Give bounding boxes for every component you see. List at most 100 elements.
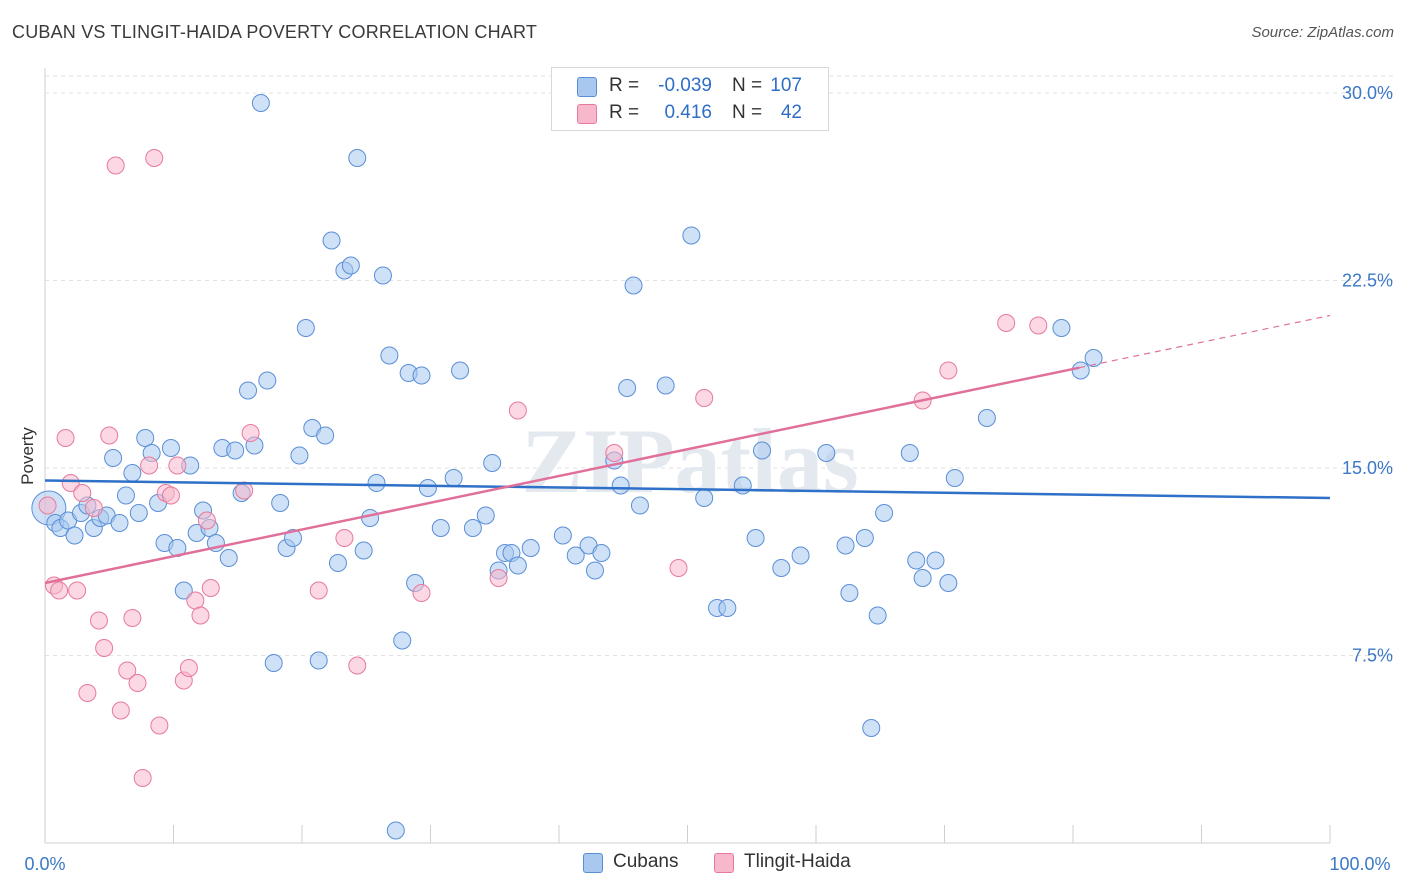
point-cubans [817,444,836,462]
tick-labels-layer: 7.5% 15.0% 22.5% 30.0% 0.0% 100.0% Poverty [18,83,1393,874]
point-tlingit-haida [201,579,220,597]
point-tlingit-haida [241,424,260,442]
point-tlingit-haida [309,581,328,600]
point-cubans [239,381,258,400]
point-cubans [926,551,945,570]
trendline-cubans [44,479,1331,500]
point-tlingit-haida [695,389,714,407]
point-cubans [393,631,412,650]
point-cubans [290,446,309,465]
point-cubans [341,256,360,275]
point-cubans [508,556,527,575]
point-cubans [939,574,958,592]
point-cubans [618,379,637,397]
point-tlingit-haida [128,674,147,692]
point-cubans [566,546,585,565]
point-cubans [553,526,572,545]
point-cubans [322,231,341,250]
point-cubans [104,449,123,467]
point-cubans [753,441,772,460]
point-cubans [348,149,367,167]
point-tlingit-haida [140,456,159,475]
legend-r-value: -0.039 [658,75,712,96]
bottom-legend-swatch-cubans [583,853,603,873]
point-tlingit-haida [61,474,80,492]
legend-n-label: N = [732,102,763,123]
point-tlingit-haida [161,486,180,505]
point-cubans [875,504,894,522]
legend-swatch-cubans [577,77,597,97]
point-tlingit-haida [100,426,119,445]
point-cubans [264,654,283,672]
point-cubans [129,504,148,522]
trend-layer [44,314,1331,585]
point-cubans [1071,361,1090,380]
watermark: ZIPatlas [521,410,858,512]
point-cubans [136,429,155,447]
point-cubans [309,651,328,670]
point-cubans [328,554,347,572]
point-cubans [855,529,874,547]
source-label: Source: ZipAtlas.com [1251,24,1394,41]
point-cubans [226,441,245,460]
point-tlingit-haida [168,456,187,475]
point-cubans [862,719,881,737]
point-cubans [116,486,135,505]
point-cubans [354,541,373,560]
x-tick-label: 0.0% [24,854,65,874]
legend-n-label: N = [732,75,763,96]
point-cubans [900,444,919,462]
point-cubans [585,561,604,580]
point-cubans [451,361,470,380]
point-tlingit-haida [508,401,527,420]
legend-row-cubans: R = -0.039 N = 107 [552,74,828,100]
legend-swatch-tlingit-haida [577,104,597,124]
point-cubans [483,454,502,472]
legend-row-tlingit-haida: R = 0.416 N = 42 [552,101,828,127]
point-tlingit-haida [68,581,87,600]
point-cubans [682,226,701,245]
trendline-tlingit-haida-extension [1079,314,1331,369]
point-tlingit-haida [133,769,152,787]
point-cubans [1052,319,1071,337]
point-tlingit-haida [197,511,216,530]
point-cubans [611,476,630,495]
point-cubans [718,599,737,617]
point-cubans [65,526,84,545]
point-cubans [412,366,431,385]
point-cubans [977,409,996,427]
points-layer [31,94,1103,840]
point-cubans [746,529,765,547]
point-tlingit-haida [56,429,75,447]
point-tlingit-haida [150,716,169,735]
point-cubans [913,569,932,587]
point-tlingit-haida [939,361,958,380]
point-tlingit-haida [73,484,92,502]
point-tlingit-haida [95,639,114,657]
point-tlingit-haida [412,584,431,602]
point-cubans [521,539,540,557]
point-tlingit-haida [335,529,354,547]
point-cubans [945,469,964,487]
point-cubans [386,821,405,840]
point-cubans [840,584,859,602]
legend-n-value: 42 [780,102,802,123]
point-tlingit-haida [669,559,688,577]
point-tlingit-haida [348,656,367,675]
point-cubans [123,464,142,482]
point-cubans [361,509,380,527]
point-tlingit-haida [179,659,198,677]
chart-title: CUBAN VS TLINGIT-HAIDA POVERTY CORRELATI… [12,22,538,42]
point-cubans [1084,349,1103,367]
bottom-legend-label-tlingit-haida: Tlingit-Haida [744,851,851,872]
point-tlingit-haida [78,684,97,702]
point-cubans [174,581,193,600]
point-cubans [110,514,129,532]
bottom-legend-label-cubans: Cubans [613,851,679,872]
point-tlingit-haida [605,444,624,462]
point-tlingit-haida [89,611,108,630]
point-cubans [463,519,482,537]
point-cubans [418,479,437,497]
point-tlingit-haida [84,499,103,517]
point-tlingit-haida [997,314,1016,332]
